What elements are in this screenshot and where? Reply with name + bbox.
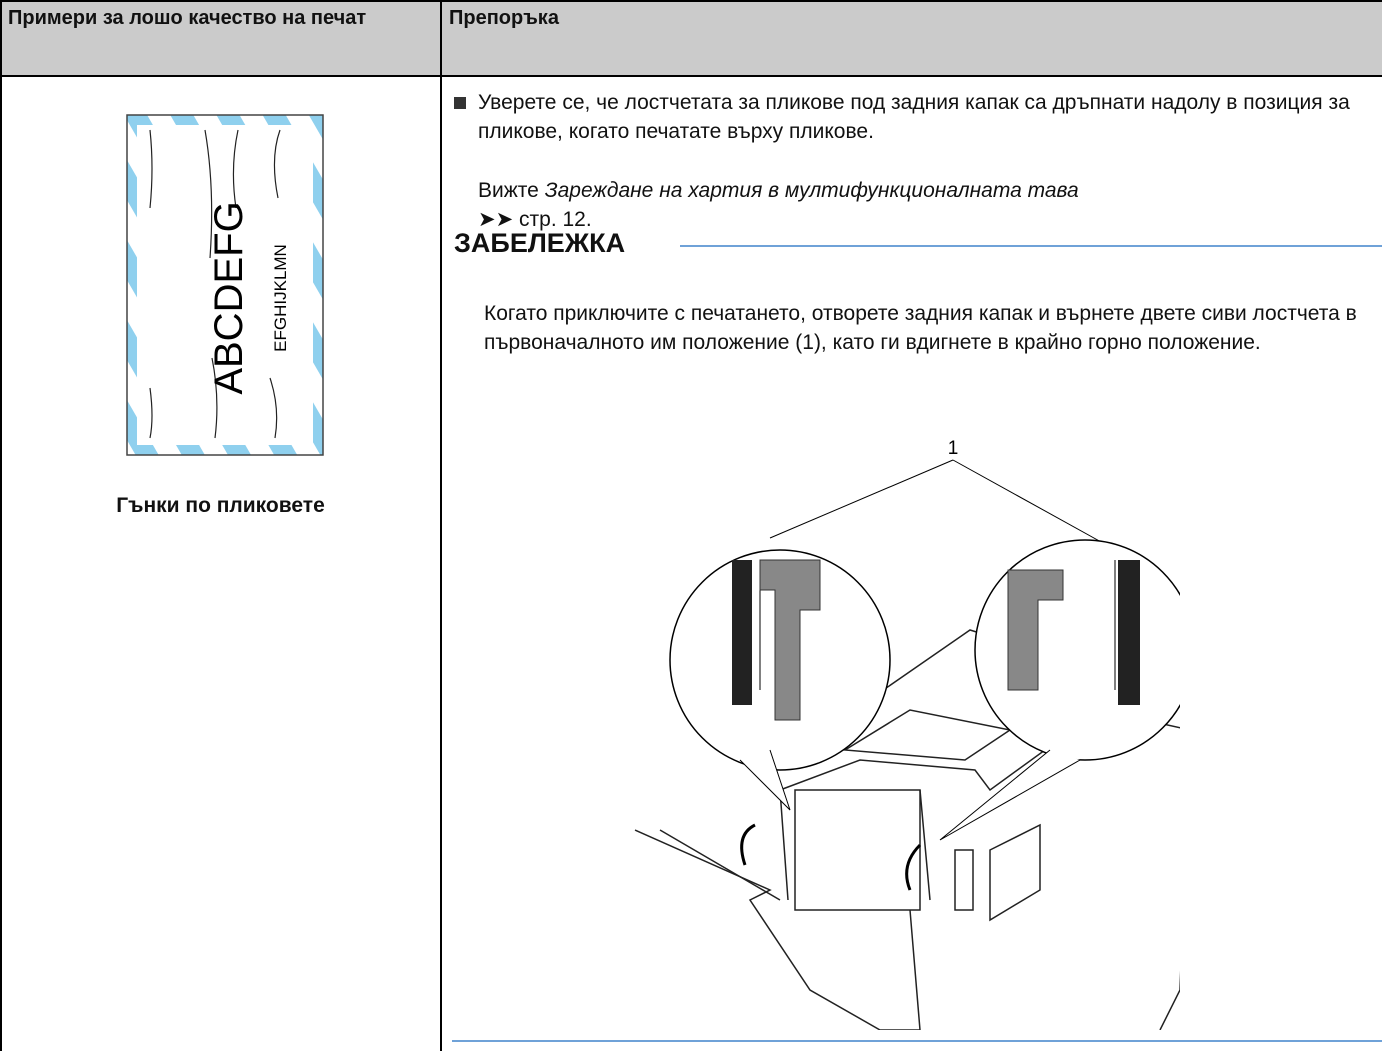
header-cell: Препоръка [441, 0, 1382, 76]
magnifier-right [939, 539, 1180, 841]
note-text: Когато приключите с печатането, отворете… [484, 302, 1357, 354]
header-text: Примери за лошо качество на печат [8, 7, 367, 29]
envelope-illustration: ABCDEFG EFGHIJKLMN [126, 114, 324, 456]
reference-link: Зареждане на хартия в мултифункционалнат… [544, 179, 1079, 202]
header-text: Препоръка [449, 7, 559, 29]
callout: 1 [948, 438, 959, 459]
bullet-item: Уверете се, че лостчетата за пликове под… [454, 88, 1374, 146]
magnifier-left [669, 549, 891, 811]
caption: Гънки по пликовете [116, 494, 325, 517]
header-cell: Примери за лошо качество на печат [0, 0, 441, 76]
bullet-marker [454, 97, 466, 109]
reference: Вижте Зареждане на хартия в мултифункцио… [478, 176, 1298, 234]
sample-text: ABCDEFG [207, 201, 251, 394]
note-heading: ЗАБЕЛЕЖКА [454, 228, 626, 258]
printer-illustration: 1 [634, 438, 1180, 1030]
page-ref: ➤➤ стр. 12. [478, 208, 592, 231]
bullet-text: Уверете се, че лостчетата за пликове под… [478, 91, 1350, 143]
reference-prefix: Вижте [478, 179, 539, 202]
sample-text: EFGHIJKLMN [271, 244, 290, 352]
